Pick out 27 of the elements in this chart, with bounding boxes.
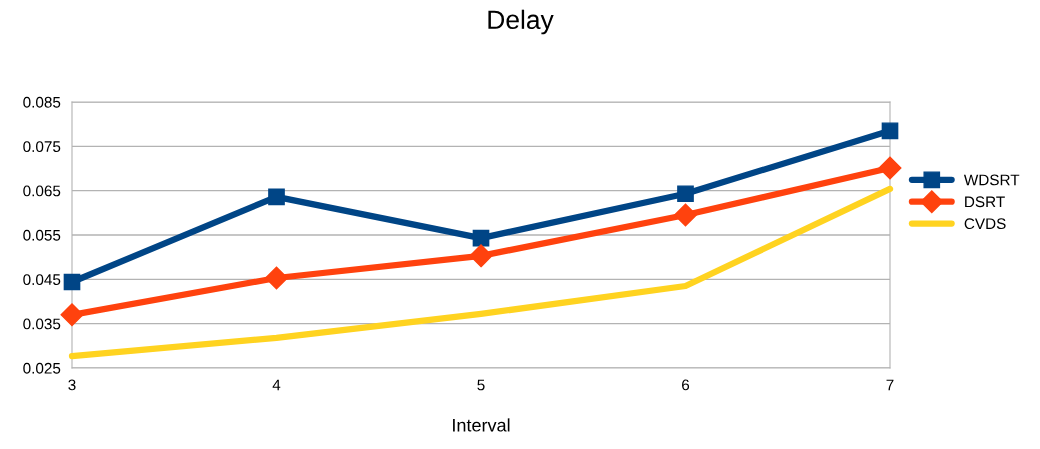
y-tick-label: 0.085: [23, 96, 61, 108]
point: [878, 156, 902, 180]
point: [63, 273, 81, 291]
chart-title: Delay: [488, 9, 554, 35]
y-tick-label: 0.075: [23, 141, 61, 153]
point: [881, 122, 899, 140]
x-tick-label: 3: [68, 379, 76, 391]
x-tick-label: 5: [477, 379, 485, 391]
point: [60, 303, 84, 327]
x-tick-label: 6: [682, 379, 690, 391]
y-tick-label: 0.045: [23, 274, 61, 286]
point: [472, 229, 490, 247]
x-tick-label: 7: [886, 379, 894, 391]
point: [677, 185, 694, 203]
y-tick-label: 0.065: [23, 185, 61, 197]
legend-label: CVDS: [964, 218, 1006, 230]
point: [265, 266, 288, 290]
x-tick-label: 4: [272, 379, 281, 391]
point: [469, 244, 493, 268]
legend-label: DSRT: [965, 196, 1005, 208]
y-tick-label: 0.025: [23, 362, 61, 374]
legend-label: WDSRT: [963, 174, 1020, 186]
point: [268, 188, 285, 206]
y-tick-label: 0.035: [23, 318, 61, 330]
x-axis-title: Interval: [453, 418, 510, 432]
y-tick-label: 0.055: [23, 229, 61, 241]
point: [674, 203, 697, 227]
